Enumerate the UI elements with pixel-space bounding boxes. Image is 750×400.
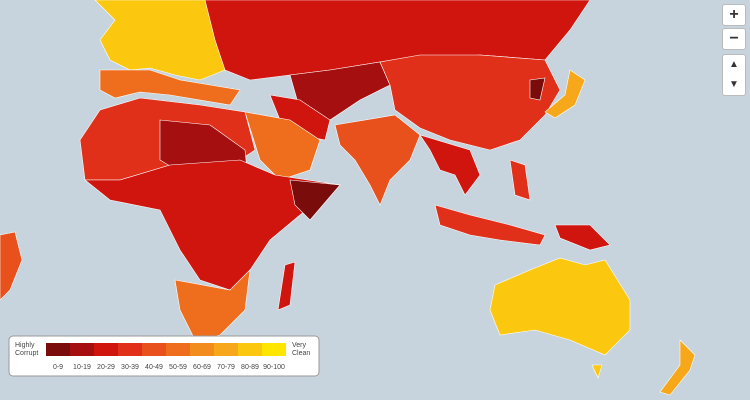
legend-low-label: Corrupt bbox=[15, 350, 38, 357]
legend-bin-label: 40-49 bbox=[145, 364, 163, 371]
zoom-out[interactable]: − bbox=[722, 28, 746, 50]
australia bbox=[489, 257, 631, 356]
india bbox=[334, 114, 421, 206]
legend-swatch bbox=[142, 343, 166, 356]
legend-swatch bbox=[46, 343, 70, 356]
legend-bin-label: 80-89 bbox=[241, 364, 259, 371]
indonesia bbox=[434, 204, 546, 246]
legend-swatch bbox=[214, 343, 238, 356]
legend-swatch bbox=[238, 343, 262, 356]
legend-swatch bbox=[166, 343, 190, 356]
legend-bin-label: 90-100 bbox=[263, 364, 285, 371]
southern-europe bbox=[99, 69, 241, 106]
legend-bin-label: 50-59 bbox=[169, 364, 187, 371]
southern-africa bbox=[174, 269, 251, 341]
china bbox=[379, 54, 561, 151]
madagascar bbox=[277, 261, 296, 311]
legend-swatch bbox=[118, 343, 142, 356]
legend-bin-label: 70-79 bbox=[217, 364, 235, 371]
legend-bin-label: 60-69 bbox=[193, 364, 211, 371]
legend-bin-label: 0-9 bbox=[53, 364, 63, 371]
zoom-in[interactable]: + bbox=[722, 4, 746, 26]
legend-swatch bbox=[70, 343, 94, 356]
legend-high-label: Very bbox=[292, 342, 307, 349]
central-africa bbox=[84, 159, 341, 291]
legend-bin-label: 10-19 bbox=[73, 364, 91, 371]
legend-swatch bbox=[262, 343, 286, 356]
horn-of-africa bbox=[289, 179, 341, 221]
legend-low-label: Highly bbox=[15, 342, 35, 349]
legend-high-label: Clean bbox=[292, 350, 310, 357]
south-america bbox=[0, 231, 23, 301]
new-zealand bbox=[659, 339, 696, 396]
papua bbox=[554, 224, 611, 251]
tasmania bbox=[591, 364, 603, 379]
europe bbox=[94, 0, 226, 81]
reset-north[interactable]: ▲ ▼ bbox=[722, 54, 746, 96]
arabia bbox=[244, 111, 321, 181]
legend-bin-label: 30-39 bbox=[121, 364, 139, 371]
legend-bin-label: 20-29 bbox=[97, 364, 115, 371]
legend-swatch bbox=[94, 343, 118, 356]
japan bbox=[544, 69, 586, 119]
philippines bbox=[509, 159, 531, 201]
southeast-asia bbox=[419, 134, 481, 196]
legend-swatch bbox=[190, 343, 214, 356]
korea bbox=[529, 77, 546, 101]
